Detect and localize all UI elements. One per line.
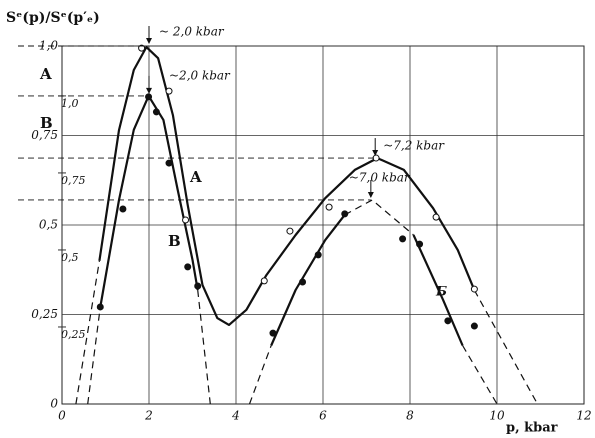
guide-label: ~7,2 kbar	[383, 139, 445, 153]
y-tick-label: 1,0	[39, 39, 58, 53]
data-point	[470, 285, 478, 293]
data-point	[182, 216, 190, 224]
data-point	[325, 203, 333, 211]
data-point	[444, 317, 452, 325]
x-axis-label: p, kbar	[506, 421, 558, 436]
curve-label: A	[39, 65, 52, 83]
data-point	[314, 251, 322, 259]
data-point	[286, 227, 294, 235]
x-tick-label: 6	[319, 409, 327, 423]
x-tick-label: 12	[576, 409, 591, 423]
y-axis-label: Sᵉ(p)/Sᵉ(p′ₑ)	[6, 10, 100, 26]
y2-tick-label: 0,75	[61, 174, 86, 187]
data-point	[269, 329, 277, 337]
data-point	[260, 277, 268, 285]
y-tick-label: 0	[50, 397, 58, 411]
data-point	[165, 87, 173, 95]
y-tick-label: 0,25	[31, 307, 58, 321]
data-point	[299, 278, 307, 286]
data-point	[470, 322, 478, 330]
y2-tick-label: 0,25	[61, 328, 86, 341]
curve-label: Б	[435, 285, 447, 300]
x-tick-label: 0	[58, 409, 66, 423]
data-point	[184, 263, 192, 271]
y-tick-label: 0,75	[31, 128, 58, 142]
curve	[75, 260, 100, 405]
arrow-head	[146, 87, 152, 94]
data-point	[119, 205, 127, 213]
guide-label: ~2,0 kbar	[169, 68, 231, 82]
curve	[99, 94, 464, 346]
x-tick-label: 10	[489, 409, 505, 423]
guide-label: ~7,0 kbar	[349, 170, 411, 184]
data-point	[416, 240, 424, 248]
arrow-head	[372, 150, 379, 157]
data-point	[165, 159, 173, 167]
curve-label: A	[189, 168, 202, 186]
y2-tick-label: 0,5	[61, 251, 79, 264]
arrow-head	[367, 191, 374, 198]
data-point	[145, 93, 153, 101]
data-point	[138, 44, 146, 52]
data-point	[152, 108, 160, 116]
data-point	[96, 303, 104, 311]
y2-tick-label: 1,0	[61, 97, 79, 110]
curve	[473, 289, 539, 405]
data-point	[194, 282, 202, 290]
curve	[87, 199, 498, 405]
x-tick-label: 2	[144, 409, 153, 423]
x-tick-label: 4	[231, 409, 240, 423]
data-point	[432, 213, 440, 221]
guide-label: ~ 2,0 kbar	[159, 25, 225, 39]
data-point	[341, 210, 349, 218]
data-point	[399, 235, 407, 243]
curve-label: B	[168, 232, 181, 250]
arrow-head	[146, 38, 152, 44]
y-tick-label: 0,5	[39, 218, 58, 232]
x-tick-label: 8	[406, 409, 414, 423]
curve	[98, 46, 476, 326]
curve-label: B	[40, 114, 53, 132]
